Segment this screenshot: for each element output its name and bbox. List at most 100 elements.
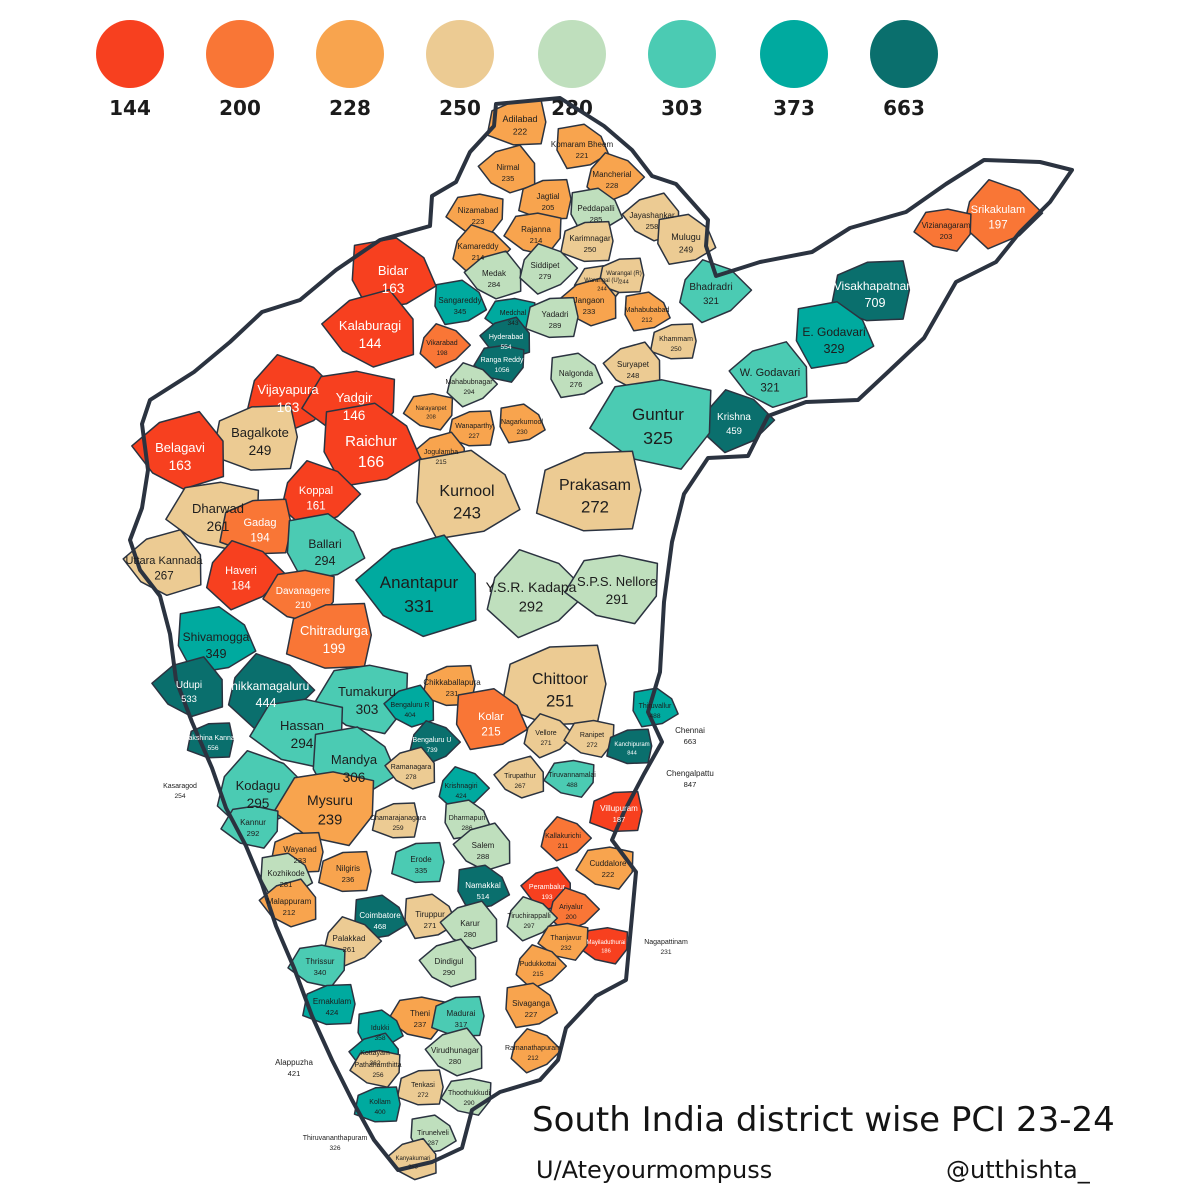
district-name: Pudukkottai [520, 961, 557, 968]
district-value: 214 [472, 253, 485, 262]
district-value: 232 [560, 945, 571, 952]
district-name: Ariyalur [559, 904, 583, 911]
district-name: Nizamabad [458, 206, 498, 215]
district-name: Chikkaballapura [423, 678, 481, 687]
district-name: Cuddalore [590, 859, 627, 868]
district-name: Erode [410, 855, 432, 864]
district-name: Siddipet [531, 261, 561, 270]
district-name: Nirmal [496, 163, 519, 172]
district-value: 208 [426, 414, 436, 420]
district-value: 166 [358, 454, 385, 471]
district-name: Y.S.R. Kadapa [486, 579, 577, 595]
district-value: 222 [602, 870, 615, 879]
district-value: 231 [660, 949, 671, 956]
district-name: Khammam [659, 336, 693, 343]
district-name: Davanagere [276, 586, 331, 597]
district-region [439, 900, 498, 950]
district-value: 294 [291, 736, 314, 751]
district-name: Nilgiris [336, 864, 360, 873]
district-name: Tiruppur [415, 910, 445, 919]
district-region [220, 805, 279, 849]
legend-label: 200 [219, 96, 261, 120]
district-name: Koppal [299, 485, 333, 497]
district-region [679, 259, 753, 324]
district-value: 237 [414, 1020, 427, 1029]
district-name: Villupuram [600, 804, 638, 813]
handle-credit: @utthishta_ [946, 1156, 1090, 1184]
district-value: 303 [356, 702, 379, 717]
district-name: Dindigul [435, 957, 464, 966]
district-region [445, 193, 504, 237]
district-value: 281 [280, 880, 293, 889]
district-value: 261 [343, 945, 356, 954]
legend-label: 663 [883, 96, 925, 120]
district-value: 267 [514, 783, 525, 790]
district-value: 258 [646, 222, 659, 231]
district-name: Srikakulam [971, 204, 1025, 216]
district-region [177, 606, 257, 674]
district-value: 286 [461, 825, 472, 832]
district-name: Anantapur [380, 573, 459, 592]
district-name: Jangaon [574, 296, 605, 305]
district-name: Tirunelveli [417, 1130, 449, 1137]
district-value: 227 [468, 433, 479, 440]
district-name: Rajanna [521, 225, 551, 234]
district-name: Jogulamba [424, 449, 458, 456]
district-value: 163 [169, 458, 192, 473]
district-name: Bagalkote [231, 425, 289, 440]
district-labels: Adilabad 222 Komaram Bheem 221 Nirmal 235 Manc… [125, 114, 1025, 1170]
district-name: Jayashankar [629, 211, 675, 220]
district-name: Alappuzha [275, 1058, 313, 1067]
district-region [564, 554, 659, 625]
district-name: Dharmapuri [449, 815, 486, 822]
district-value: 279 [539, 272, 552, 281]
district-region [499, 403, 546, 444]
district-name: Ballari [308, 537, 341, 551]
district-region [418, 938, 477, 988]
district-value: 233 [583, 307, 596, 316]
district-value: 321 [703, 296, 719, 307]
district-name: Suryapet [617, 360, 650, 369]
district-value: 205 [542, 203, 555, 212]
district-region [205, 539, 287, 611]
district-value: 249 [249, 443, 272, 458]
author-credit: U/Ateyourmompuss [536, 1156, 773, 1184]
district-value: 280 [464, 930, 477, 939]
district-value: 362 [369, 1060, 380, 1067]
district-regions [122, 99, 1044, 1181]
district-name: Vellore [535, 730, 557, 737]
district-value: 228 [606, 181, 619, 190]
district-region [396, 1069, 444, 1106]
district-name: Tiruchirappalli [507, 913, 551, 920]
district-value: 468 [374, 922, 387, 931]
district-name: Tumakuru [338, 684, 396, 699]
legend-swatch [538, 20, 606, 88]
district-region [302, 983, 356, 1026]
district-region [186, 722, 234, 759]
district-value: 187 [613, 815, 626, 824]
district-value: 325 [643, 428, 673, 448]
district-name: Prakasam [559, 477, 631, 494]
district-value: 335 [415, 866, 428, 875]
district-name: Peddapalli [577, 204, 615, 213]
district-value: 215 [481, 726, 500, 738]
district-region [543, 759, 595, 798]
district-name: Virudhunagar [431, 1046, 479, 1055]
district-region [402, 392, 454, 431]
district-value: 231 [446, 689, 459, 698]
district-value: 272 [417, 1092, 428, 1099]
district-value: 291 [606, 592, 629, 607]
district-value: 244 [597, 286, 607, 292]
legend-item: 200 [200, 20, 280, 120]
district-value: 285 [590, 215, 603, 224]
district-region [447, 410, 495, 447]
district-value: 400 [374, 1109, 385, 1116]
district-value: 292 [519, 600, 544, 616]
district-name: Udupi [176, 680, 202, 691]
district-name: Krishna [717, 412, 751, 423]
district-value: 297 [523, 923, 534, 930]
district-name: Namakkal [465, 881, 501, 890]
district-value: 295 [247, 796, 270, 811]
district-value: 421 [288, 1069, 301, 1078]
legend-swatch [870, 20, 938, 88]
